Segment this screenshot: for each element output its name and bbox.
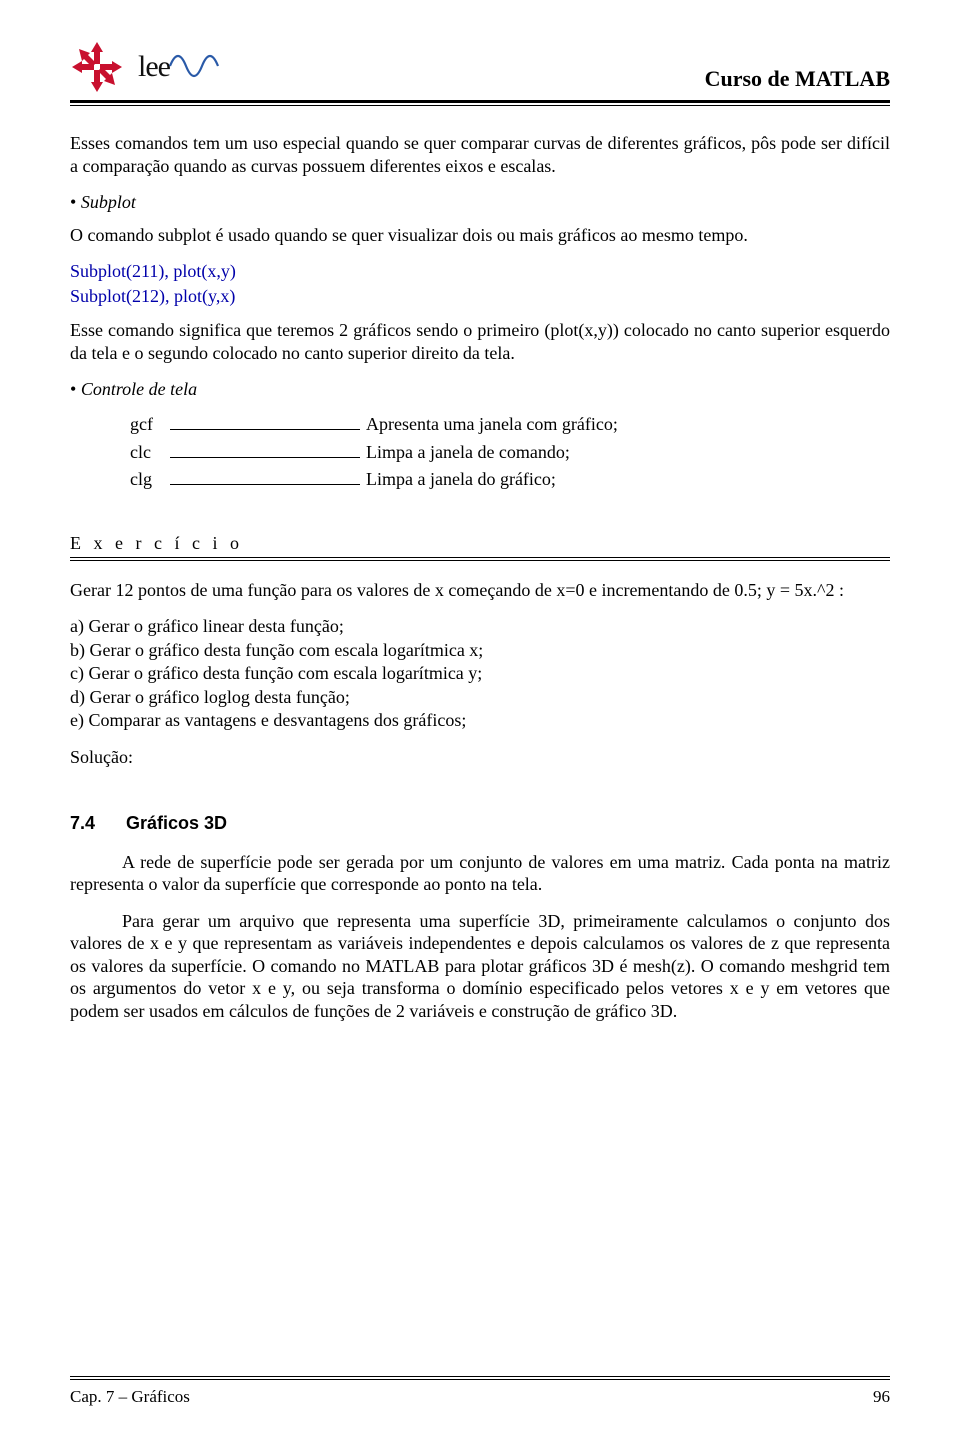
list-item: b) Gerar o gráfico desta função com esca… bbox=[70, 639, 890, 662]
intro-paragraph: Esses comandos tem um uso especial quand… bbox=[70, 132, 890, 177]
exercise-paragraph: Gerar 12 pontos de uma função para os va… bbox=[70, 579, 890, 602]
exercise-rule bbox=[70, 557, 890, 561]
command-row: clg Limpa a janela do gráfico; bbox=[130, 465, 890, 490]
section-number: 7.4 bbox=[70, 812, 126, 835]
command-underline bbox=[170, 438, 360, 458]
exercise-heading: E x e r c í c i o bbox=[70, 532, 890, 555]
footer-rule bbox=[70, 1376, 890, 1380]
red-arrows-logo-icon bbox=[70, 40, 124, 94]
page-number: 96 bbox=[873, 1386, 890, 1407]
command-desc: Limpa a janela de comando; bbox=[366, 441, 570, 464]
page-header: lee Curso de MATLAB bbox=[70, 40, 890, 94]
solution-label: Solução: bbox=[70, 746, 890, 769]
command-desc: Limpa a janela do gráfico; bbox=[366, 468, 556, 491]
logo-block: lee bbox=[70, 40, 222, 94]
code-line-2: Subplot(212), plot(y,x) bbox=[70, 285, 890, 308]
exercise-list: a) Gerar o gráfico linear desta função; … bbox=[70, 615, 890, 732]
command-name: gcf bbox=[130, 413, 170, 436]
command-table: gcf Apresenta uma janela com gráfico; cl… bbox=[130, 411, 890, 491]
list-item: e) Comparar as vantagens e desvantagens … bbox=[70, 709, 890, 732]
subplot-explanation: Esse comando significa que teremos 2 grá… bbox=[70, 319, 890, 364]
command-row: clc Limpa a janela de comando; bbox=[130, 438, 890, 463]
lee-logo: lee bbox=[138, 48, 222, 86]
command-row: gcf Apresenta uma janela com gráfico; bbox=[130, 411, 890, 436]
list-item: a) Gerar o gráfico linear desta função; bbox=[70, 615, 890, 638]
graphics3d-para-2: Para gerar um arquivo que representa uma… bbox=[70, 910, 890, 1023]
graphics3d-para-1: A rede de superfície pode ser gerada por… bbox=[70, 851, 890, 896]
subplot-heading: Subplot bbox=[70, 191, 890, 214]
lee-logo-text: lee bbox=[138, 48, 170, 86]
list-item: d) Gerar o gráfico loglog desta função; bbox=[70, 686, 890, 709]
page-footer: Cap. 7 – Gráficos 96 bbox=[70, 1376, 890, 1407]
command-name: clg bbox=[130, 468, 170, 491]
section-heading: 7.4Gráficos 3D bbox=[70, 812, 890, 835]
header-rule bbox=[70, 100, 890, 106]
command-underline bbox=[170, 411, 360, 431]
list-item: c) Gerar o gráfico desta função com esca… bbox=[70, 662, 890, 685]
subplot-description: O comando subplot é usado quando se quer… bbox=[70, 224, 890, 247]
command-name: clc bbox=[130, 441, 170, 464]
course-title: Curso de MATLAB bbox=[705, 65, 890, 93]
command-desc: Apresenta uma janela com gráfico; bbox=[366, 413, 618, 436]
controle-heading: Controle de tela bbox=[70, 378, 890, 401]
wave-icon bbox=[170, 50, 222, 76]
footer-left: Cap. 7 – Gráficos bbox=[70, 1386, 190, 1407]
command-underline bbox=[170, 465, 360, 485]
code-line-1: Subplot(211), plot(x,y) bbox=[70, 260, 890, 283]
section-title: Gráficos 3D bbox=[126, 813, 227, 833]
